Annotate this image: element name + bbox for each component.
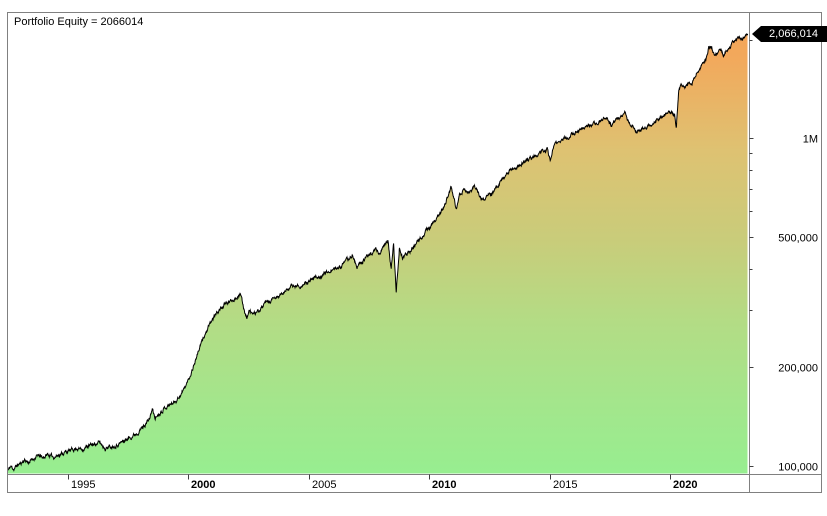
x-tick-label: 2020: [673, 479, 697, 491]
chart-plot-area[interactable]: [8, 13, 749, 474]
x-tick-label: 2010: [432, 479, 456, 491]
x-tick-label: 1995: [71, 479, 95, 491]
equity-area-fill: [7, 33, 748, 474]
equity-curve: [7, 33, 748, 472]
chart-title: Portfolio Equity = 2066014: [14, 16, 144, 28]
x-tick-label: 2000: [191, 479, 215, 491]
y-tick-label: 100,000: [778, 462, 818, 474]
last-value-text: 2,066,014: [769, 28, 818, 40]
y-tick-label: 1M: [803, 134, 818, 146]
last-value-badge: 2,066,014: [752, 26, 827, 42]
x-tick-label: 2005: [312, 479, 336, 491]
y-tick-label: 500,000: [778, 233, 818, 245]
y-tick-label: 200,000: [778, 363, 818, 375]
x-tick-label: 2015: [553, 479, 577, 491]
